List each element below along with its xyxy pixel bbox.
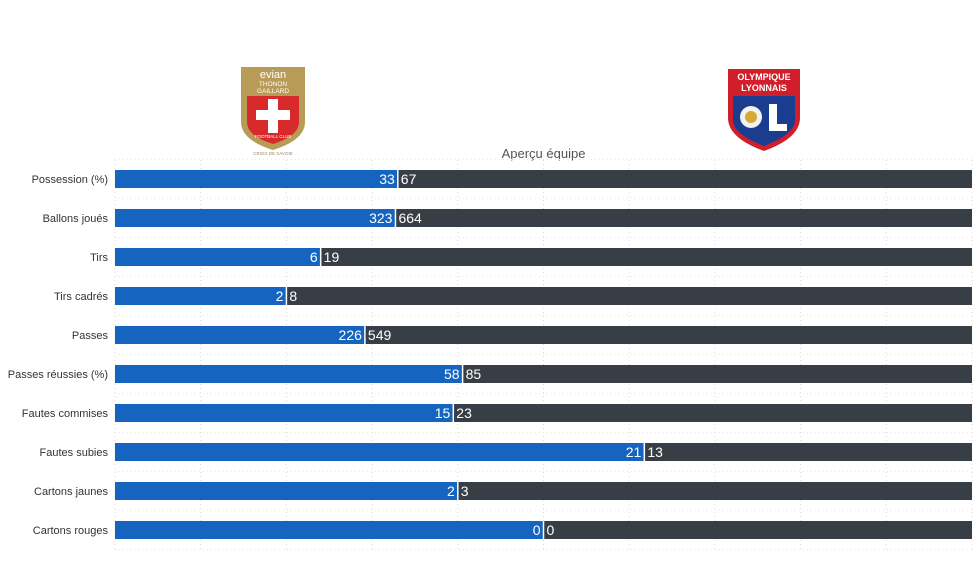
svg-text:THONON: THONON (259, 81, 287, 88)
data-label-home: 226 (339, 327, 363, 343)
bar-home (115, 170, 398, 188)
bar-home (115, 365, 463, 383)
data-label-home: 33 (379, 171, 395, 187)
bar-away (462, 365, 972, 383)
data-label-home: 2 (276, 288, 284, 304)
bar-away (286, 287, 972, 305)
data-label-home: 0 (533, 522, 541, 538)
bar-away (395, 209, 973, 227)
svg-text:evian: evian (260, 69, 286, 81)
data-label-away: 3 (461, 483, 469, 499)
svg-text:OLYMPIQUE: OLYMPIQUE (737, 72, 790, 82)
data-label-home: 58 (444, 366, 460, 382)
data-label-away: 19 (324, 249, 340, 265)
data-label-away: 664 (398, 210, 422, 226)
bar-home (115, 404, 454, 422)
data-label-home: 15 (435, 405, 451, 421)
category-label: Tirs (90, 252, 108, 264)
bar-home (115, 287, 287, 305)
bar-away (543, 521, 972, 539)
svg-text:FOOTBALL CLUB: FOOTBALL CLUB (255, 134, 292, 139)
category-label: Passes (72, 330, 109, 342)
bar-away (644, 443, 972, 461)
bar-away (397, 170, 972, 188)
data-label-home: 323 (369, 210, 393, 226)
svg-text:GAILLARD: GAILLARD (257, 88, 289, 95)
category-label: Ballons joués (43, 213, 109, 225)
data-label-away: 8 (289, 288, 297, 304)
data-label-away: 67 (401, 171, 417, 187)
bar-away (453, 404, 973, 422)
category-label: Cartons jaunes (34, 486, 108, 498)
bar-home (115, 521, 544, 539)
category-label: Tirs cadrés (54, 291, 108, 303)
bar-home (115, 326, 365, 344)
data-label-home: 2 (447, 483, 455, 499)
data-label-away: 13 (647, 444, 663, 460)
bar-home (115, 209, 396, 227)
chart-title: Aperçu équipe (501, 146, 586, 161)
svg-text:LYONNAIS: LYONNAIS (741, 83, 787, 93)
category-label: Fautes commises (22, 408, 109, 420)
svg-text:CROIX DE SAVOIE: CROIX DE SAVOIE (253, 151, 292, 156)
away-team-crest: OLYMPIQUE LYONNAIS (728, 69, 800, 151)
home-team-crest: evian THONON GAILLARD FOOTBALL CLUB CROI… (241, 67, 305, 156)
category-label: Fautes subies (40, 447, 109, 459)
data-label-home: 21 (626, 444, 642, 460)
data-label-away: 23 (456, 405, 472, 421)
category-label: Passes réussies (%) (8, 369, 108, 381)
category-label: Possession (%) (32, 174, 108, 186)
bar-home (115, 248, 321, 266)
bar-away (457, 482, 972, 500)
data-label-away: 85 (466, 366, 482, 382)
bar-away (364, 326, 973, 344)
data-label-away: 549 (368, 327, 392, 343)
category-label: Cartons rouges (33, 525, 109, 537)
bar-home (115, 482, 458, 500)
bar-home (115, 443, 645, 461)
data-label-home: 6 (310, 249, 318, 265)
bar-away (320, 248, 972, 266)
data-label-away: 0 (547, 522, 555, 538)
